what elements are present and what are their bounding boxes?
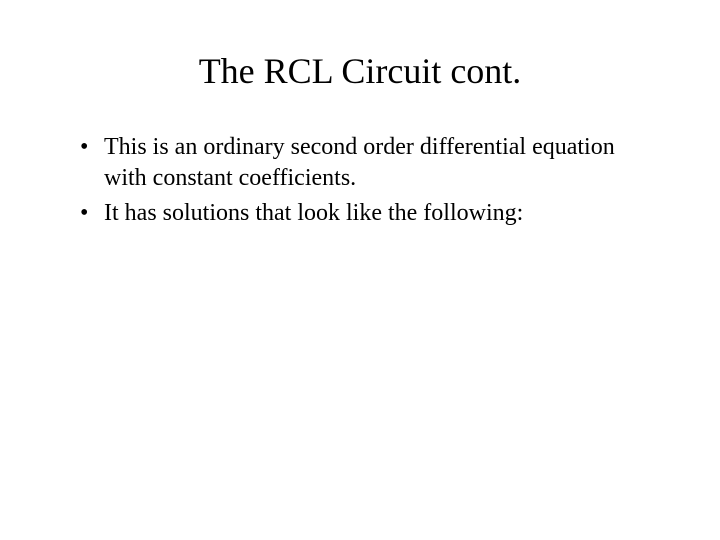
bullet-item: This is an ordinary second order differe… <box>80 132 660 194</box>
bullet-item: It has solutions that look like the foll… <box>80 198 660 229</box>
slide-title: The RCL Circuit cont. <box>60 50 660 92</box>
bullet-list: This is an ordinary second order differe… <box>60 132 660 230</box>
